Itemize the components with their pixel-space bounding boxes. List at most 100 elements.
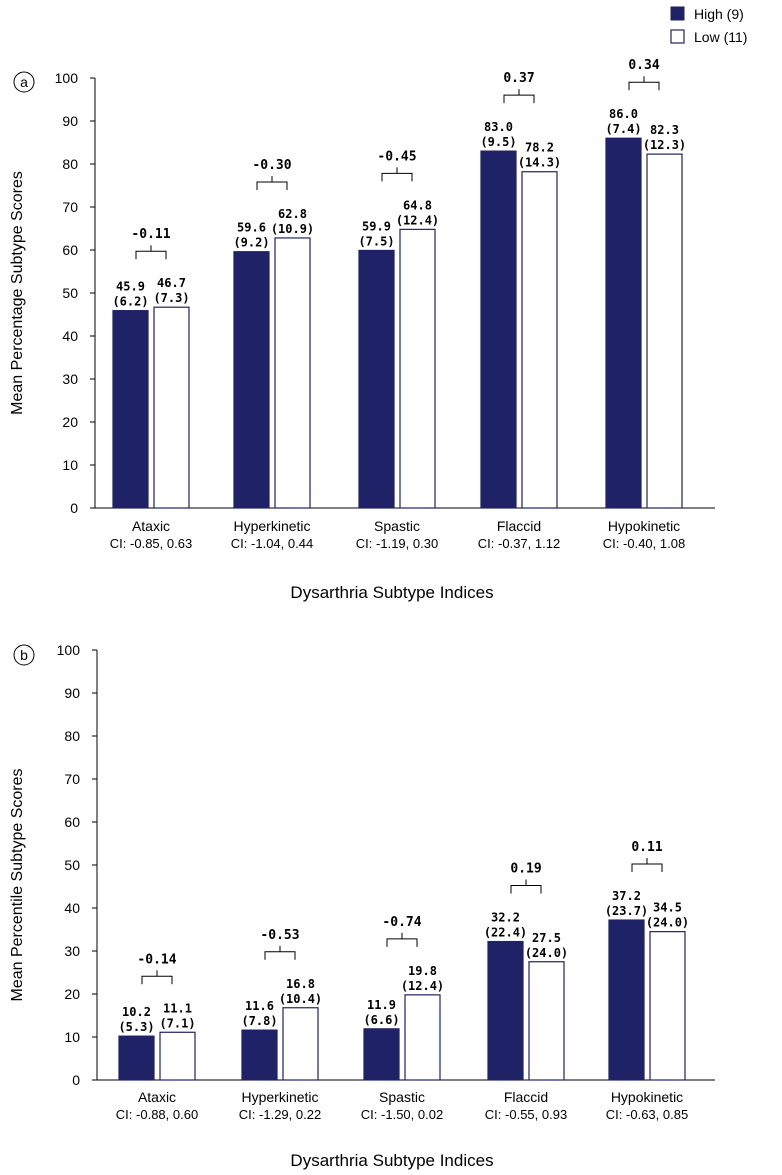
bar-high-hyperkinetic <box>241 1029 278 1081</box>
panel-a-label-circle <box>13 71 35 93</box>
data-label-sd: (12.4) <box>396 213 439 227</box>
legend-swatch-low <box>670 29 685 44</box>
data-label-sd: (24.0) <box>646 916 689 930</box>
y-tick-label: 70 <box>64 771 80 787</box>
ci-label: CI: -0.40, 1.08 <box>603 536 685 551</box>
ci-label: CI: -0.63, 0.85 <box>606 1107 688 1122</box>
panel-a-label: a <box>20 74 28 90</box>
effect-size-bracket <box>510 879 542 894</box>
bar-high-flaccid <box>480 150 517 509</box>
effect-size-label: -0.74 <box>382 915 421 930</box>
data-label-mean: 34.5 <box>653 901 682 915</box>
data-label-mean: 62.8 <box>278 207 307 221</box>
data-label-sd: (23.7) <box>605 904 648 918</box>
y-tick-label: 0 <box>72 1072 80 1088</box>
effect-size-label: 0.37 <box>503 71 534 86</box>
data-label-sd: (6.6) <box>363 1013 399 1027</box>
data-label-sd: (12.3) <box>643 138 686 152</box>
bar-low-flaccid <box>528 961 565 1081</box>
effect-size-bracket <box>628 76 660 91</box>
legend-swatch-high <box>670 6 685 21</box>
y-tick-label: 0 <box>70 500 78 516</box>
y-tick-label: 100 <box>55 70 79 86</box>
ci-label: CI: -1.29, 0.22 <box>239 1107 321 1122</box>
effect-size-bracket <box>503 89 535 104</box>
x-tick-label: Flaccid <box>504 1089 548 1105</box>
x-tick-label: Flaccid <box>497 518 541 534</box>
ci-label: CI: -1.50, 0.02 <box>361 1107 443 1122</box>
panel-b-label-circle <box>13 644 35 666</box>
data-label-mean: 78.2 <box>525 141 554 155</box>
data-label-sd: (7.4) <box>605 122 641 136</box>
y-tick-label: 60 <box>64 814 80 830</box>
bar-high-ataxic <box>118 1035 155 1081</box>
ci-label: CI: -0.88, 0.60 <box>116 1107 198 1122</box>
panel-a-xlabel: Dysarthria Subtype Indices <box>290 583 493 602</box>
x-tick-label: Hyperkinetic <box>233 518 310 534</box>
y-tick-label: 90 <box>62 113 78 129</box>
data-label-sd: (12.4) <box>401 979 444 993</box>
bar-low-spastic <box>404 994 441 1081</box>
y-tick-label: 90 <box>64 685 80 701</box>
data-label-sd: (6.2) <box>112 295 148 309</box>
panel-b-ylabel: Mean Percentile Subtype Scores <box>9 768 26 1001</box>
data-label-mean: 64.8 <box>403 198 432 212</box>
bar-low-hyperkinetic <box>282 1007 319 1081</box>
data-label-mean: 46.7 <box>157 276 186 290</box>
x-tick-label: Spastic <box>374 518 420 534</box>
panel-b-xlabel: Dysarthria Subtype Indices <box>290 1151 493 1170</box>
legend: High (9) Low (11) <box>670 6 747 45</box>
y-tick-label: 20 <box>64 986 80 1002</box>
bar-low-hypokinetic <box>649 931 686 1081</box>
y-tick-label: 40 <box>62 328 78 344</box>
effect-size-label: -0.14 <box>137 952 176 967</box>
x-tick-label: Hypokinetic <box>608 518 680 534</box>
bar-high-spastic <box>358 249 395 509</box>
effect-size-label: -0.11 <box>131 227 170 242</box>
bar-high-hypokinetic <box>605 137 642 509</box>
ci-label: CI: -0.37, 1.12 <box>478 536 560 551</box>
data-label-mean: 59.9 <box>362 219 391 233</box>
data-label-sd: (7.3) <box>153 291 189 305</box>
panel-b-label: b <box>20 647 28 663</box>
bar-low-flaccid <box>521 171 558 509</box>
x-tick-label: Spastic <box>379 1089 425 1105</box>
data-label-mean: 86.0 <box>609 107 638 121</box>
x-tick-label: Ataxic <box>138 1089 176 1105</box>
data-label-sd: (10.9) <box>271 222 314 236</box>
y-tick-label: 50 <box>64 857 80 873</box>
bar-low-spastic <box>399 228 436 509</box>
effect-size-bracket <box>256 175 288 190</box>
effect-size-bracket <box>141 970 173 985</box>
bar-high-ataxic <box>112 310 149 509</box>
y-tick-label: 40 <box>64 900 80 916</box>
x-tick-label: Ataxic <box>132 518 170 534</box>
effect-size-label: -0.45 <box>377 149 416 164</box>
y-tick-label: 10 <box>62 457 78 473</box>
bar-low-hypokinetic <box>646 153 683 509</box>
data-label-mean: 11.6 <box>245 999 274 1013</box>
y-tick-label: 70 <box>62 199 78 215</box>
data-label-mean: 45.9 <box>116 280 145 294</box>
ci-label: CI: -1.19, 0.30 <box>356 536 438 551</box>
panel-a-ylabel: Mean Percentage Subtype Scores <box>9 171 26 415</box>
bar-high-hyperkinetic <box>233 251 270 509</box>
data-label-mean: 16.8 <box>286 977 315 991</box>
y-tick-label: 30 <box>62 371 78 387</box>
y-tick-label: 10 <box>64 1029 80 1045</box>
ci-label: CI: -1.04, 0.44 <box>231 536 313 551</box>
data-label-mean: 37.2 <box>612 889 641 903</box>
x-tick-label: Hyperkinetic <box>241 1089 318 1105</box>
data-label-sd: (7.8) <box>241 1014 277 1028</box>
data-label-sd: (10.4) <box>279 992 322 1006</box>
y-tick-label: 30 <box>64 943 80 959</box>
data-label-mean: 83.0 <box>484 120 513 134</box>
effect-size-label: 0.11 <box>631 840 662 855</box>
data-label-mean: 19.8 <box>408 964 437 978</box>
y-tick-label: 20 <box>62 414 78 430</box>
y-tick-label: 50 <box>62 285 78 301</box>
data-label-mean: 82.3 <box>650 123 679 137</box>
x-tick-label: Hypokinetic <box>611 1089 683 1105</box>
bar-low-ataxic <box>153 306 190 509</box>
